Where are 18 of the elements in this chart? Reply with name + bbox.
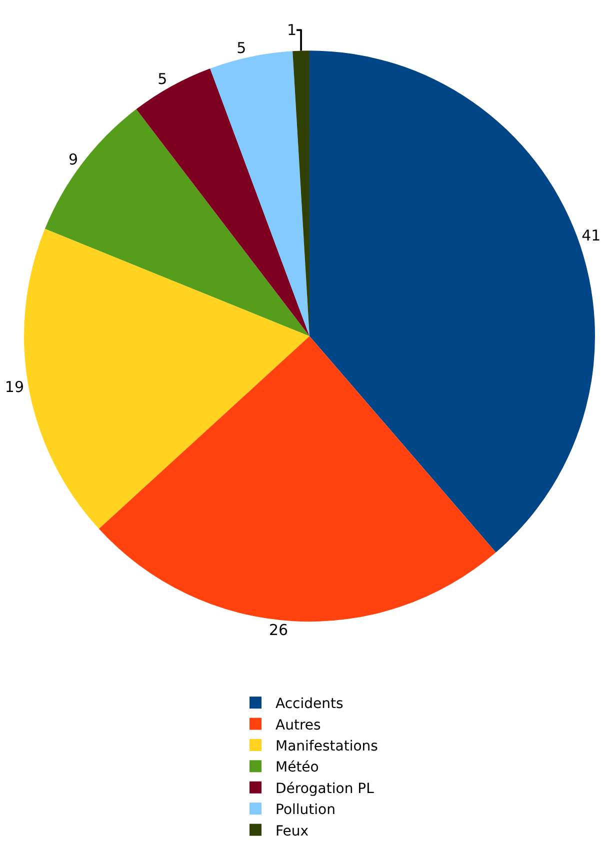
- data-label: 9: [68, 150, 78, 169]
- legend-label: Dérogation PL: [276, 780, 374, 797]
- pie-slice: [98, 336, 496, 622]
- legend-label: Autres: [276, 717, 321, 734]
- data-label: 1: [286, 21, 297, 40]
- pie-slice: [24, 228, 310, 529]
- pie-slice: [136, 68, 310, 336]
- legend-label: Accidents: [276, 696, 344, 712]
- legend-label: Météo: [276, 760, 319, 776]
- legend-label: Feux: [276, 823, 309, 840]
- pie-slice: [44, 109, 310, 336]
- data-label: 26: [268, 621, 288, 640]
- data-label: 19: [4, 378, 24, 396]
- legend-label: Pollution: [276, 802, 336, 818]
- data-label: 41: [582, 226, 601, 245]
- data-label: 5: [158, 70, 168, 88]
- legend-label: Manifestations: [276, 738, 378, 754]
- data-label: 5: [236, 39, 246, 58]
